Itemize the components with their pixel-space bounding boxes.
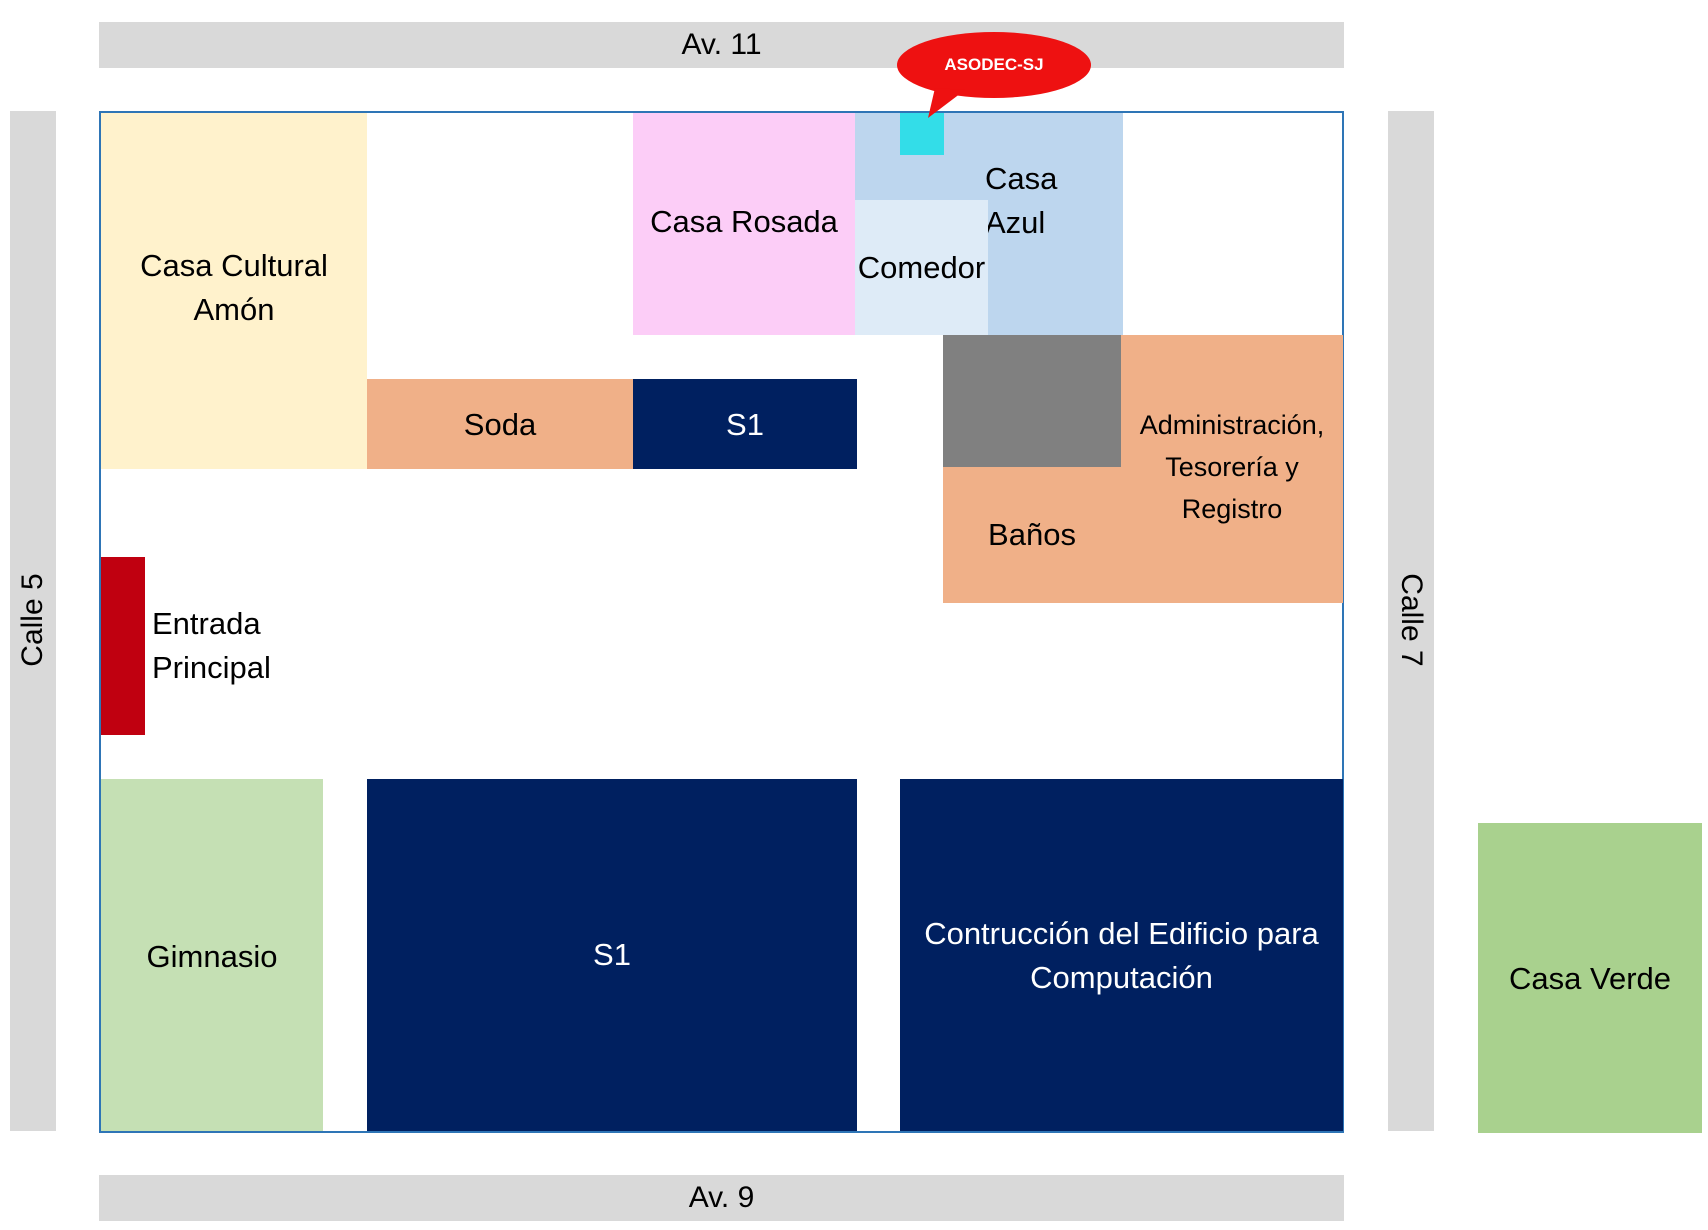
label-casa-verde: Casa Verde xyxy=(1509,961,1671,996)
building-gray-block[interactable] xyxy=(943,335,1121,467)
label-banos: Baños xyxy=(988,517,1076,552)
building-soda[interactable] xyxy=(367,379,633,469)
building-computacion[interactable] xyxy=(900,779,1343,1131)
asodec-callout xyxy=(897,32,1091,118)
label-s1-small: S1 xyxy=(726,407,764,442)
building-s1-large[interactable] xyxy=(367,779,857,1131)
road-av-11: Av. 11 xyxy=(99,22,1344,68)
callout-label: ASODEC-SJ xyxy=(944,55,1044,74)
road-label-calle-7: Calle 7 xyxy=(1395,573,1428,667)
label-entrada-principal: Entrada Principal xyxy=(152,606,271,685)
building-comedor[interactable] xyxy=(855,200,988,335)
label-casa-rosada: Casa Rosada xyxy=(650,204,838,239)
building-casa-rosada[interactable] xyxy=(633,113,855,335)
label-casa-cultural: Casa Cultural Amón xyxy=(140,248,328,327)
label-casa-azul: Casa Azul xyxy=(985,161,1058,240)
label-computacion: Contrucción del Edificio para Computación xyxy=(924,916,1319,995)
building-gimnasio[interactable] xyxy=(101,779,323,1131)
road-label-calle-5: Calle 5 xyxy=(16,573,49,667)
road-label-av-11: Av. 11 xyxy=(681,28,762,61)
campus-boundary xyxy=(99,111,1344,1133)
building-casa-cultural[interactable] xyxy=(101,113,367,469)
label-gimnasio: Gimnasio xyxy=(146,939,278,974)
asodec-marker[interactable] xyxy=(900,113,944,155)
label-s1-large: S1 xyxy=(593,937,631,972)
building-casa-verde[interactable] xyxy=(1478,823,1702,1133)
road-label-av-9: Av. 9 xyxy=(688,1181,755,1214)
road-av-9: Av. 9 xyxy=(99,1175,1344,1221)
road-calle-7 xyxy=(1388,111,1434,1131)
building-s1-small[interactable] xyxy=(633,379,857,469)
label-comedor: Comedor xyxy=(857,250,986,285)
label-administracion: Administración, Tesorería y Registro xyxy=(1139,410,1325,524)
road-calle-5 xyxy=(10,111,56,1131)
entrada-principal-marker[interactable] xyxy=(101,557,145,735)
label-soda: Soda xyxy=(463,407,537,442)
